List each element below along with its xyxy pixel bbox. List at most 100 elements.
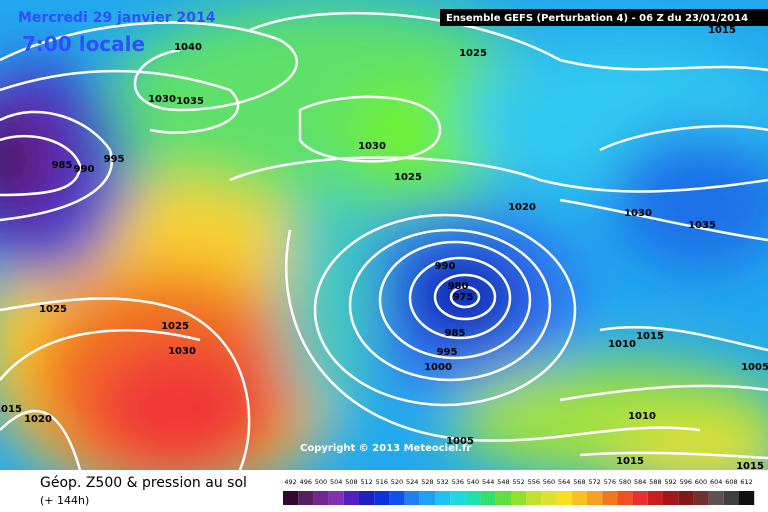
map-field <box>0 0 768 470</box>
isobars <box>0 11 768 470</box>
scale-swatch <box>723 491 739 505</box>
scale-swatch <box>328 491 344 505</box>
scale-label: 612 <box>740 478 752 486</box>
scale-swatch <box>419 491 435 505</box>
isobar-label: 1010 <box>608 339 636 350</box>
isobar-label: 1015 <box>0 404 22 415</box>
scale-label: 552 <box>512 478 524 486</box>
scale-swatch <box>298 491 314 505</box>
scale-swatch <box>404 491 420 505</box>
scale-swatch <box>617 491 633 505</box>
model-info: Ensemble GEFS (Perturbation 4) - 06 Z du… <box>446 13 748 24</box>
scale-swatch <box>450 491 466 505</box>
scale-label: 596 <box>680 478 692 486</box>
scale-label: 572 <box>588 478 600 486</box>
scale-label: 528 <box>421 478 433 486</box>
forecast-date: Mercredi 29 janvier 2014 <box>18 10 216 26</box>
scale-label: 608 <box>725 478 737 486</box>
scale-label: 576 <box>604 478 616 486</box>
scale-label: 544 <box>482 478 494 486</box>
isobar-label: 1030 <box>168 346 196 357</box>
isobar-label: 1010 <box>628 411 656 422</box>
local-time: 7:00 locale <box>22 32 145 56</box>
scale-label: 588 <box>649 478 661 486</box>
scale-swatch <box>663 491 679 505</box>
isobar-label: 1020 <box>24 414 52 425</box>
scale-swatch <box>435 491 451 505</box>
isobar-label: 1030 <box>624 208 652 219</box>
scale-swatch <box>389 491 405 505</box>
scale-swatch <box>374 491 390 505</box>
isobar-label: 980 <box>448 281 469 292</box>
scale-label: 540 <box>467 478 479 486</box>
isobar-label: 1035 <box>688 220 716 231</box>
isobar-label: 1005 <box>741 362 768 373</box>
scale-swatch <box>571 491 587 505</box>
isobar-label: 1025 <box>459 48 487 59</box>
scale-label: 496 <box>300 478 312 486</box>
scale-label: 512 <box>360 478 372 486</box>
isobar-label: 1015 <box>736 461 764 472</box>
scale-label: 548 <box>497 478 509 486</box>
isobar-label: 1025 <box>161 321 189 332</box>
scale-label: 600 <box>695 478 707 486</box>
scale-swatch <box>556 491 572 505</box>
isobar-label: 985 <box>52 160 73 171</box>
scale-swatch <box>678 491 694 505</box>
isobar-label: 985 <box>445 328 466 339</box>
scale-swatch <box>495 491 511 505</box>
header-box <box>440 9 768 26</box>
scale-swatch <box>283 491 299 505</box>
scale-label: 584 <box>634 478 646 486</box>
scale-swatch <box>511 491 527 505</box>
scale-label: 592 <box>664 478 676 486</box>
isobar-label: 990 <box>435 261 456 272</box>
scale-label: 568 <box>573 478 585 486</box>
isobar-label: 990 <box>74 164 95 175</box>
copyright: Copyright © 2013 Meteociel.fr <box>300 443 471 454</box>
isobar-label: 1025 <box>39 304 67 315</box>
isobar-label: 1000 <box>424 362 452 373</box>
scale-swatch <box>313 491 329 505</box>
isobar-label: 1025 <box>394 172 422 183</box>
lead-time: (+ 144h) <box>40 494 89 507</box>
scale-label: 532 <box>436 478 448 486</box>
isobar-label: 1005 <box>446 436 474 447</box>
isobar-label: 1020 <box>508 202 536 213</box>
scale-label: 556 <box>528 478 540 486</box>
isobar-label: 1040 <box>174 42 202 53</box>
scale-swatch <box>343 491 359 505</box>
scale-swatch <box>526 491 542 505</box>
scale-label: 500 <box>315 478 327 486</box>
scale-swatch <box>647 491 663 505</box>
scale-label: 516 <box>376 478 388 486</box>
scale-swatch <box>708 491 724 505</box>
scale-label: 508 <box>345 478 357 486</box>
color-scale: 492 496 500 504 508 512 516 520 524 528 532 536 540 5… <box>283 478 755 505</box>
scale-swatch <box>359 491 375 505</box>
scale-label: 536 <box>452 478 464 486</box>
scale-swatch <box>693 491 709 505</box>
scale-swatch <box>587 491 603 505</box>
isobar-label: 1030 <box>148 94 176 105</box>
scale-swatch <box>602 491 618 505</box>
isobar-label: 1015 <box>616 456 644 467</box>
scale-swatch <box>541 491 557 505</box>
scale-swatch <box>465 491 481 505</box>
isobar-label: 1035 <box>176 96 204 107</box>
isobar-label: 1030 <box>358 141 386 152</box>
isobar-label: 1015 <box>708 25 736 36</box>
scale-swatch <box>480 491 496 505</box>
isobar-label: 1015 <box>636 331 664 342</box>
scale-swatch <box>632 491 648 505</box>
scale-label: 580 <box>619 478 631 486</box>
scale-label: 604 <box>710 478 722 486</box>
isobar-label: 995 <box>104 154 125 165</box>
isobar-label: 975 <box>453 292 474 303</box>
scale-label: 520 <box>391 478 403 486</box>
scale-label: 504 <box>330 478 342 486</box>
isobar-label: 995 <box>437 347 458 358</box>
scale-swatch <box>739 491 755 505</box>
scale-label: 560 <box>543 478 555 486</box>
